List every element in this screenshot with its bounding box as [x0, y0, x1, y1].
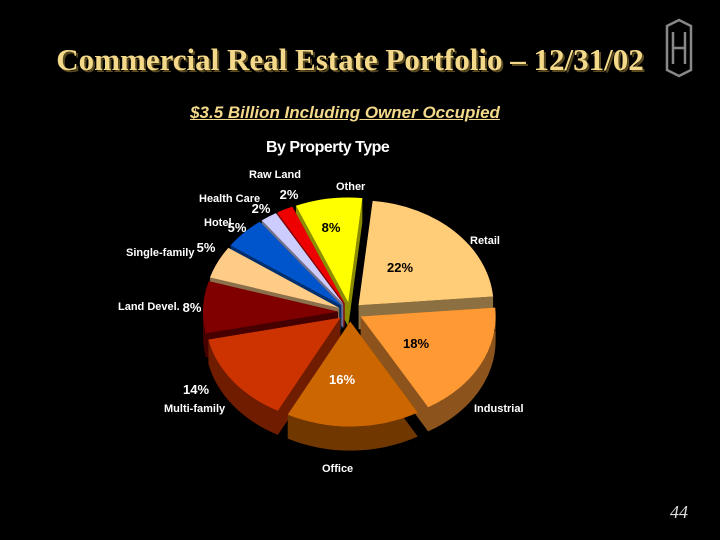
percent-label: 18%: [403, 336, 429, 351]
company-logo-icon: [665, 18, 693, 78]
chart-title: By Property Type: [266, 139, 390, 156]
category-label: Hotel: [204, 217, 232, 229]
percent-label: 2%: [280, 187, 299, 202]
pie-slice-side: [360, 307, 496, 432]
pie-slice-multi-family: [208, 317, 341, 411]
subtitle: $3.5 Billion Including Owner Occupied: [190, 103, 500, 122]
pie-slice-office: [287, 321, 418, 427]
percent-label: 5%: [228, 220, 247, 235]
category-label: Multi-family: [164, 403, 226, 415]
category-label: Other: [336, 181, 366, 193]
percent-label: 5%: [197, 240, 216, 255]
category-label: Single-family: [126, 247, 195, 259]
pie-slice-raw-land: [277, 206, 345, 304]
percent-label: 2%: [252, 201, 271, 216]
category-label: Land Devel.: [118, 301, 180, 313]
category-label: Retail: [470, 235, 500, 247]
page-title: Commercial Real Estate Portfolio – 12/31…: [56, 42, 644, 77]
percent-label: 14%: [183, 382, 209, 397]
pie-slice-single-family: [209, 247, 340, 308]
pie-slice-retail: [358, 200, 494, 306]
pie-slice-hotel: [230, 221, 342, 306]
category-label: Office: [322, 463, 353, 475]
percent-label: 8%: [322, 220, 341, 235]
page-number: 44: [670, 502, 688, 522]
pie-slice-other: [295, 197, 363, 303]
category-label: Health Care: [199, 193, 260, 205]
category-label: Raw Land: [249, 169, 301, 181]
percent-label: 8%: [183, 300, 202, 315]
pie-slice-health-care: [261, 213, 344, 305]
percent-label: 16%: [329, 372, 355, 387]
pie-slice-land-devel: [203, 281, 339, 334]
pie-slice-industrial: [360, 307, 496, 408]
percent-label: 22%: [387, 260, 413, 275]
category-label: Industrial: [474, 403, 524, 415]
